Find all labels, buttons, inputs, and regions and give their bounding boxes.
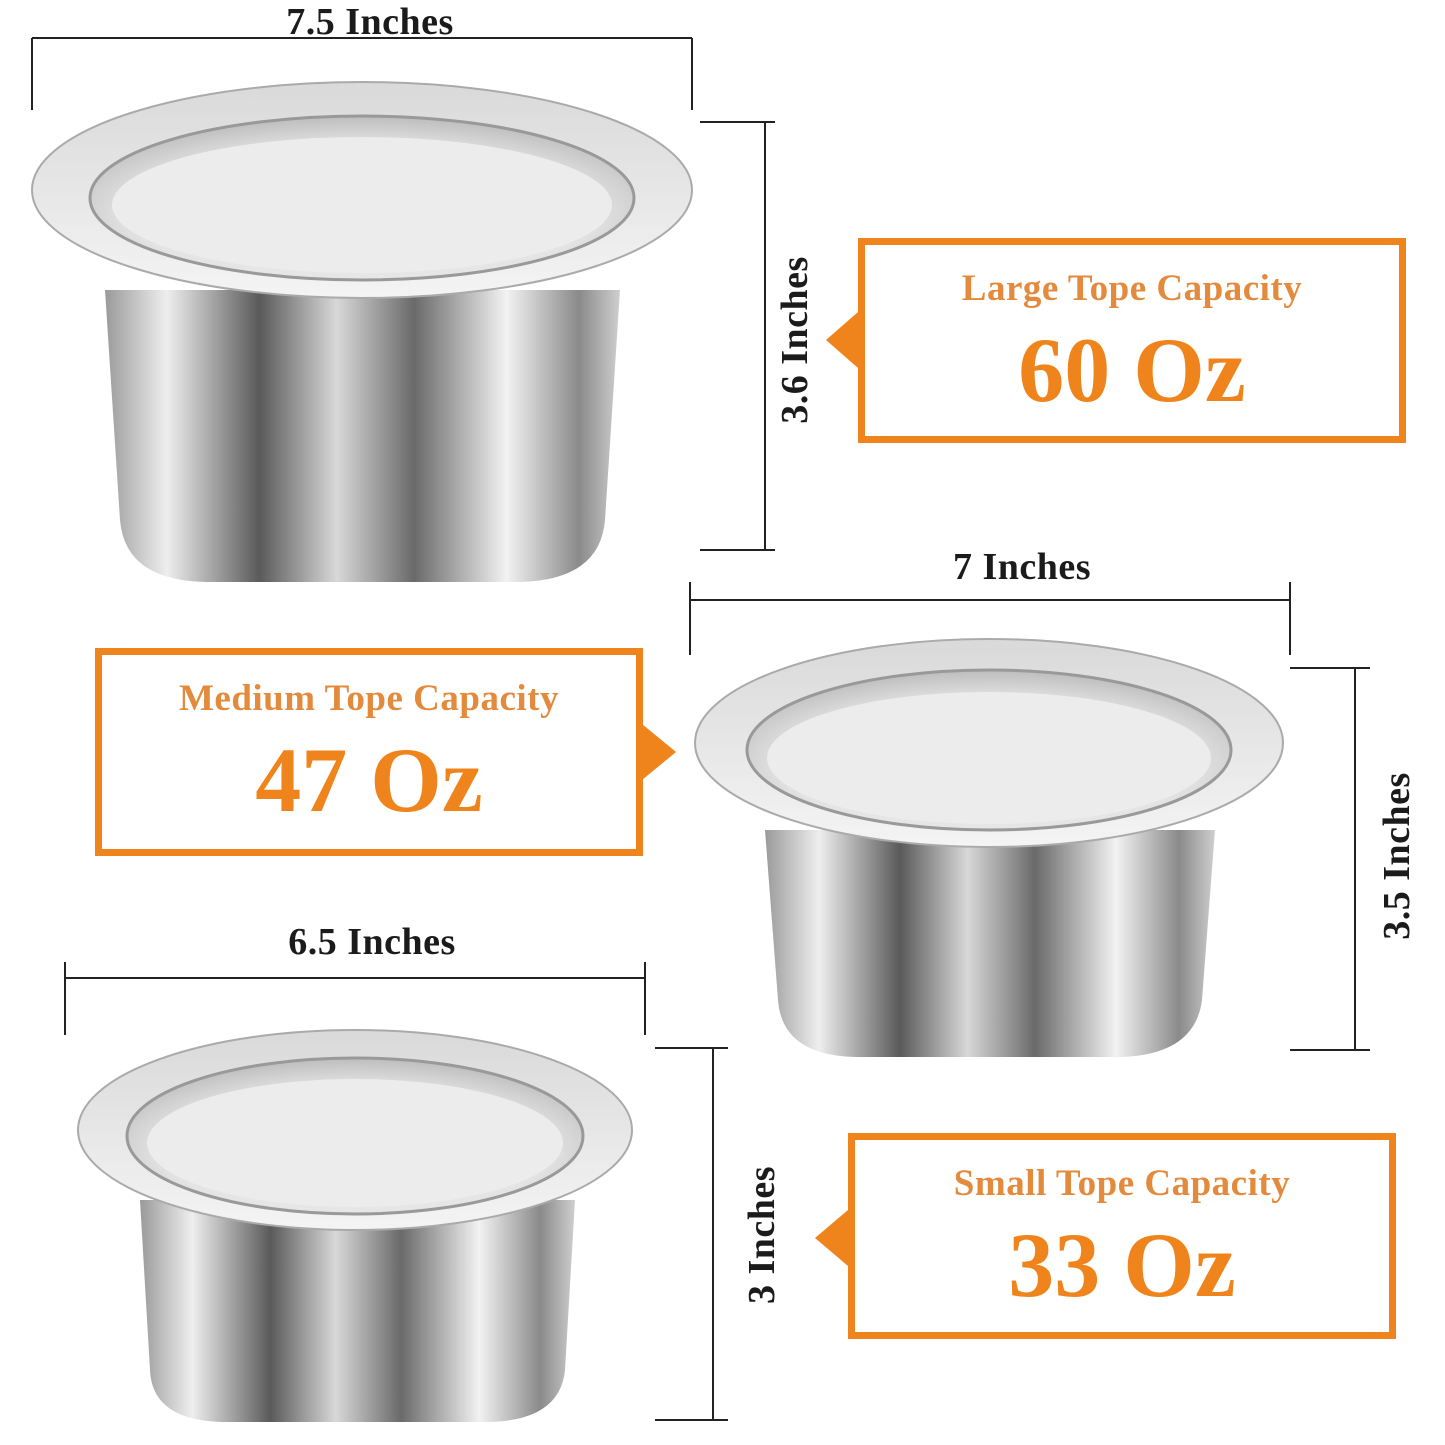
medium-capacity-value: 47 Oz — [255, 729, 483, 831]
medium-height-label: 3.5 Inches — [1376, 772, 1418, 940]
large-callout-arrow — [826, 312, 858, 368]
small-height-label: 3 Inches — [741, 1165, 783, 1305]
medium-width-label: 7 Inches — [952, 546, 1092, 588]
small-width-dimension-line — [64, 962, 646, 1035]
large-width-label: 7.5 Inches — [286, 1, 454, 43]
large-width-dimension-line — [31, 37, 693, 110]
medium-callout-arrow — [642, 724, 676, 780]
large-capacity-title: Large Tope Capacity — [961, 268, 1303, 309]
small-width-label: 6.5 Inches — [288, 921, 456, 963]
medium-width-dimension-line — [689, 582, 1291, 655]
large-capacity-value: 60 Oz — [1018, 319, 1246, 421]
small-capacity-title: Small Tope Capacity — [953, 1163, 1291, 1204]
medium-capacity-title: Medium Tope Capacity — [178, 678, 560, 719]
medium-height-dimension-line — [1290, 667, 1370, 1051]
medium-tope-pot — [694, 638, 1284, 1057]
large-height-dimension-line — [700, 121, 775, 551]
small-capacity-value: 33 Oz — [1008, 1214, 1236, 1316]
large-capacity-callout: Large Tope Capacity 60 Oz — [858, 238, 1406, 443]
large-tope-pot — [31, 81, 693, 582]
small-capacity-callout: Small Tope Capacity 33 Oz — [848, 1133, 1396, 1339]
small-callout-arrow — [815, 1210, 848, 1266]
small-tope-pot — [77, 1029, 633, 1422]
medium-capacity-callout: Medium Tope Capacity 47 Oz — [95, 648, 643, 856]
small-height-dimension-line — [655, 1047, 728, 1421]
large-height-label: 3.6 Inches — [774, 256, 816, 424]
